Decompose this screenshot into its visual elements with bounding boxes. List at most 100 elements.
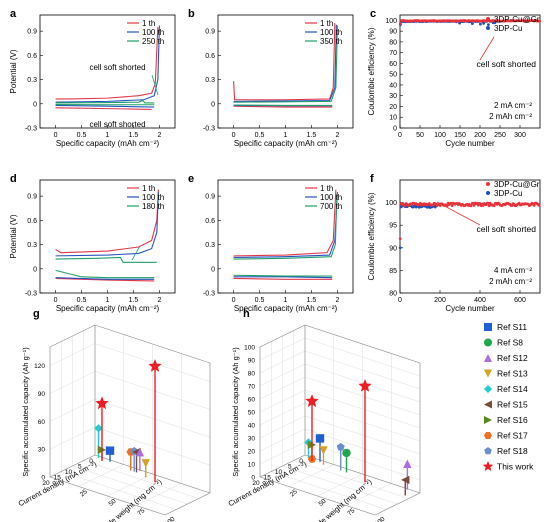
- y-tick-label: -0.3: [203, 126, 215, 133]
- grid-line: [288, 464, 334, 487]
- x-tick-label: 1.5: [307, 132, 317, 139]
- z-axis-label: Specific accumulated capacity (Ah g⁻¹): [231, 347, 240, 477]
- x-tick-label: 0: [54, 132, 58, 139]
- x-tick-label: 0: [398, 297, 402, 304]
- series-line-100th: [55, 25, 160, 103]
- condition-text: 4 mA cm⁻²: [494, 266, 532, 275]
- marker-triangle-down: [319, 446, 328, 455]
- grid-line: [346, 483, 392, 506]
- x-axis-label: Cycle number: [445, 304, 495, 313]
- marker-star: [95, 396, 109, 410]
- series-line-1th: [55, 107, 152, 110]
- axis-edge: [49, 454, 96, 478]
- axis-edge: [259, 324, 306, 348]
- z-tick-label: 120: [34, 363, 45, 370]
- legend-entry: 1 th: [320, 184, 333, 193]
- series-line-180th: [55, 256, 157, 263]
- y-tick-label: 0: [261, 480, 269, 488]
- y-tick-label: 75: [346, 507, 356, 517]
- data-point: [433, 205, 437, 209]
- marker-square: [105, 446, 115, 455]
- series-line-700th: [233, 194, 338, 260]
- y-tick-label: 80: [389, 39, 397, 46]
- axis-edge: [259, 454, 306, 478]
- series-line-1th: [233, 105, 333, 108]
- x-axis-label: Specific capacity (mAh cm⁻²): [56, 304, 160, 313]
- z-tick-label: 20: [248, 449, 256, 456]
- x-tick-label: 150: [454, 132, 466, 139]
- legend-entry: 3DP-Cu@Gr: [494, 15, 540, 24]
- x-tick-label: 15: [264, 475, 272, 482]
- marker-square: [315, 434, 325, 443]
- series-line-100th: [55, 192, 159, 257]
- y-tick-label: 0: [211, 101, 215, 108]
- annotation-arrow: [151, 74, 159, 96]
- y-tick-label: 40: [389, 82, 397, 89]
- data-point: [538, 19, 541, 23]
- legend-marker: [486, 17, 490, 21]
- x-tick-label: 200: [434, 297, 446, 304]
- marker-square: [484, 323, 492, 331]
- y-tick-label: 100: [164, 515, 177, 522]
- marker-hexagon: [484, 432, 492, 439]
- x-tick-label: 1.5: [129, 297, 139, 304]
- legend-entry: 250 th: [142, 37, 164, 46]
- y-tick-label: 100: [385, 18, 397, 25]
- x-tick-label: 300: [514, 132, 526, 139]
- x-tick-label: 250: [494, 132, 506, 139]
- x-tick-label: 50: [416, 132, 424, 139]
- series-line-250th: [55, 99, 155, 104]
- y-axis-label: Coulombic efficiency (%): [367, 27, 376, 115]
- z-axis-label: Specific accumulated capacity (Ah g⁻¹): [21, 347, 30, 477]
- x-axis-label: Specific capacity (mAh cm⁻²): [234, 304, 338, 313]
- axis-edge: [304, 324, 421, 364]
- marker-triangle-right: [484, 416, 492, 424]
- condition-text: 2 mAh cm⁻²: [489, 112, 532, 121]
- annotation-arrow: [436, 201, 481, 226]
- data-point: [482, 21, 485, 25]
- data-point: [450, 204, 454, 208]
- legend-entry: 350 th: [320, 37, 342, 46]
- x-tick-label: 2: [157, 132, 161, 139]
- data-point: [469, 204, 473, 208]
- y-tick-label: 30: [389, 93, 397, 100]
- series-line-1th: [55, 277, 155, 282]
- x-tick-label: 0: [89, 458, 93, 465]
- legend-entry: Ref S17: [497, 431, 528, 441]
- panel-letter: a: [10, 8, 17, 20]
- y-tick-label: 0.9: [205, 29, 215, 36]
- legend-entry: Ref S11: [497, 322, 527, 332]
- series-line-700th: [233, 274, 333, 277]
- grid-line: [78, 464, 124, 487]
- marker-diamond: [94, 424, 103, 433]
- annotation-text: cell soft shorted: [476, 224, 536, 234]
- data-point: [472, 203, 476, 207]
- z-tick-label: 90: [248, 358, 256, 365]
- annotation-arrow: [479, 36, 495, 61]
- legend-entry: 180 th: [142, 202, 164, 211]
- legend-entry: 1 th: [142, 19, 155, 28]
- annotation-text: cell soft shorted: [89, 120, 145, 129]
- data-point: [398, 237, 402, 241]
- data-point: [398, 246, 402, 250]
- y-tick-label: 50: [318, 498, 328, 508]
- marker-star: [148, 359, 162, 372]
- annotation-text: cell soft shorted: [89, 63, 145, 72]
- y-tick-label: 0: [33, 101, 37, 108]
- data-point: [487, 23, 490, 27]
- legend-entry: 100 th: [142, 28, 164, 37]
- legend-marker: [486, 191, 490, 195]
- y-tick-label: 60: [389, 61, 397, 68]
- x-tick-label: 0: [54, 297, 58, 304]
- legend-entry: Ref S18: [497, 446, 528, 456]
- marker-diamond: [484, 385, 492, 393]
- legend-entry: Ref S8: [497, 338, 523, 348]
- data-point: [399, 22, 402, 26]
- z-tick-label: 30: [38, 447, 46, 454]
- y-tick-label: 90: [389, 29, 397, 36]
